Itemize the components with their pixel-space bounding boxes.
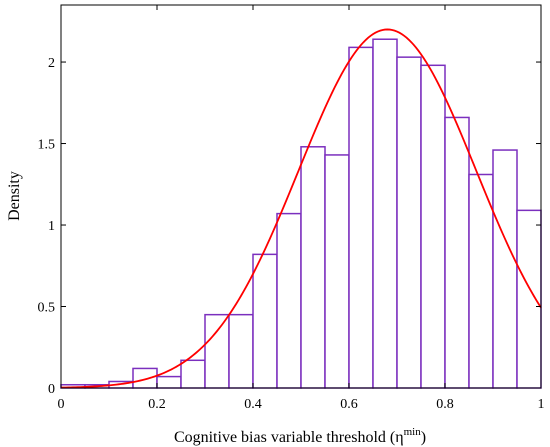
x-tick-label: 0 — [58, 397, 65, 412]
histogram-bar — [132, 367, 158, 389]
y-tick-label: 2 — [48, 56, 55, 71]
x-tick-label: 0.6 — [340, 397, 358, 412]
histogram-bar — [252, 253, 278, 389]
x-tick-label: 1 — [538, 397, 545, 412]
histogram-bar — [204, 313, 230, 389]
histogram-bar — [300, 146, 326, 389]
histogram-bar — [372, 38, 398, 389]
histogram-bar — [420, 64, 446, 389]
x-tick-label: 0.4 — [244, 397, 262, 412]
y-tick-label: 0.5 — [38, 301, 56, 316]
y-tick-label: 1 — [48, 219, 55, 234]
histogram-bar — [396, 56, 422, 389]
axis-ticks — [60, 5, 542, 389]
histogram-bar — [156, 375, 182, 389]
histogram-bar — [228, 313, 254, 389]
y-axis-label: Density — [6, 171, 23, 221]
x-axis-label: Cognitive bias variable threshold (ηmin) — [174, 426, 426, 446]
histogram-bar — [180, 359, 206, 389]
histogram-bar — [516, 209, 542, 389]
x-tick-label: 0.2 — [148, 397, 166, 412]
histogram-bar — [276, 212, 302, 389]
y-tick-label: 1.5 — [38, 138, 56, 153]
y-tick-label: 0 — [48, 382, 55, 397]
histogram-bars — [60, 38, 542, 389]
histogram-bar — [492, 149, 518, 389]
fit-curve — [60, 28, 542, 389]
axis-tick-labels: 0 0.2 0.4 0.6 0.8 1 0 0.5 1 1.5 2 — [38, 56, 545, 412]
axes-box — [60, 4, 542, 389]
histogram-bar — [324, 154, 350, 389]
histogram-bar — [444, 116, 470, 389]
histogram-bar — [468, 173, 494, 389]
histogram-bar — [348, 46, 374, 389]
x-tick-label: 0.8 — [436, 397, 454, 412]
